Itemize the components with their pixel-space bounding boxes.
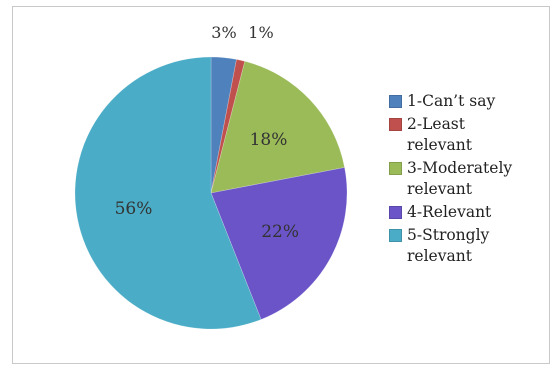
legend-item-cant-say: 1-Can’t say <box>389 91 549 112</box>
data-label-cant-say: 3% <box>211 23 236 42</box>
pie-slice-cant-say <box>210 56 237 194</box>
data-label-relevant: 22% <box>261 222 299 242</box>
pie-chart: 3% 1% 18% 22% 56% <box>74 23 348 330</box>
legend: 1-Can’t say 2-Least relevant 3-Moderatel… <box>389 91 549 269</box>
pie-slice-relevant <box>210 167 348 320</box>
legend-item-moderately-relevant: 3-Moderately relevant <box>389 158 549 200</box>
pie-labels: 3% 1% 18% 22% 56% <box>115 23 299 242</box>
data-label-moderately-relevant: 18% <box>250 130 288 150</box>
legend-swatch <box>389 118 402 131</box>
legend-label: 5-Strongly relevant <box>407 226 490 265</box>
pie-slice-moderately-relevant <box>210 60 345 194</box>
legend-swatch <box>389 95 402 108</box>
legend-item-relevant: 4-Relevant <box>389 202 549 223</box>
legend-item-strongly-relevant: 5-Strongly relevant <box>389 225 549 267</box>
legend-label: 1-Can’t say <box>407 92 496 110</box>
legend-label: 4-Relevant <box>407 203 492 221</box>
legend-label: 3-Moderately relevant <box>407 159 513 198</box>
legend-label: 2-Least relevant <box>407 115 472 154</box>
data-label-strongly-relevant: 56% <box>115 199 153 219</box>
legend-swatch <box>389 206 402 219</box>
pie-slice-least-relevant <box>210 59 246 194</box>
data-label-least-relevant: 1% <box>248 23 273 42</box>
legend-swatch <box>389 229 402 242</box>
pie-slices <box>74 56 348 330</box>
legend-swatch <box>389 162 402 175</box>
chart-area: 3% 1% 18% 22% 56% 1-Can’t say 2-Least releva… <box>12 6 550 364</box>
legend-item-least-relevant: 2-Least relevant <box>389 114 549 156</box>
pie-slice-strongly-relevant <box>74 56 262 330</box>
